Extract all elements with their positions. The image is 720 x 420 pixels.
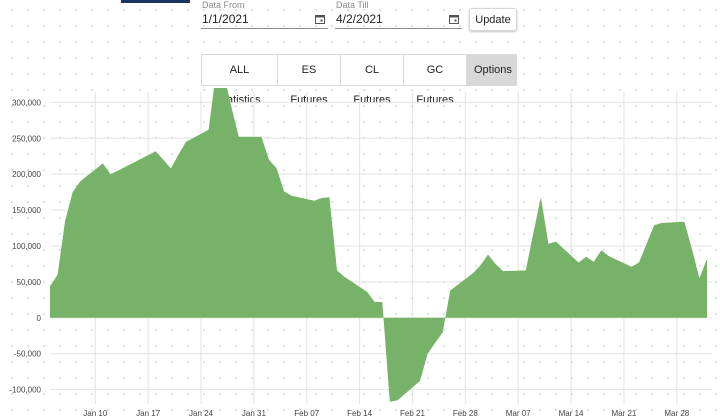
tab-all-statistics[interactable]: ALL statistics: [202, 55, 278, 106]
x-tick-label: Mar 21: [611, 409, 636, 418]
series-area: [50, 88, 707, 402]
x-tick-label: Mar 14: [559, 409, 584, 418]
y-tick-label: 150,000: [12, 206, 41, 215]
date-till-input[interactable]: [335, 11, 462, 29]
y-tick-label: 50,000: [17, 278, 42, 287]
x-tick-label: Feb 21: [400, 409, 425, 418]
tab-cl-futures[interactable]: CL Futures: [341, 55, 404, 106]
pnl-area-chart: -100,000 -50,000 0 50,000 100,000 150,000 200,…: [9, 88, 712, 418]
date-till-field: Data Till: [335, 0, 462, 29]
x-tick-label: Mar 07: [506, 409, 531, 418]
x-tick-label: Jan 31: [242, 409, 267, 418]
calendar-icon[interactable]: [449, 14, 459, 24]
x-tick-label: Feb 14: [347, 409, 372, 418]
x-tick-label: Mar 28: [664, 409, 689, 418]
chart-area-layer: [50, 88, 707, 402]
y-tick-label: 0: [37, 314, 42, 323]
tab-options[interactable]: Options: [467, 55, 516, 85]
y-tick-label: 100,000: [12, 242, 41, 251]
chart-tick-labels: -100,000 -50,000 0 50,000 100,000 150,000 200,…: [9, 98, 689, 418]
update-button[interactable]: Update: [469, 8, 517, 31]
tab-gc-futures[interactable]: GC Futures: [404, 55, 467, 106]
date-from-input[interactable]: [201, 11, 328, 29]
date-from-field: Data From: [201, 0, 328, 29]
x-tick-label: Feb 28: [453, 409, 478, 418]
y-tick-label: 200,000: [12, 170, 41, 179]
y-tick-label: 250,000: [12, 134, 41, 143]
x-tick-label: Feb 07: [294, 409, 319, 418]
x-tick-label: Jan 10: [83, 409, 108, 418]
tab-es-futures[interactable]: ES Futures: [278, 55, 341, 106]
calendar-icon[interactable]: [315, 14, 325, 24]
statistics-tab-bar: ALL statistics ES Futures CL Futures GC …: [201, 54, 517, 106]
y-tick-label: -100,000: [9, 386, 41, 395]
date-from-label: Data From: [202, 0, 245, 10]
x-tick-label: Jan 24: [189, 409, 214, 418]
x-tick-label: Jan 17: [136, 409, 161, 418]
chart-grid: [50, 92, 712, 404]
y-tick-label: -50,000: [14, 350, 42, 359]
date-till-label: Data Till: [336, 0, 369, 10]
y-tick-label: 300,000: [12, 98, 41, 107]
brand-header-bar: [121, 0, 190, 3]
